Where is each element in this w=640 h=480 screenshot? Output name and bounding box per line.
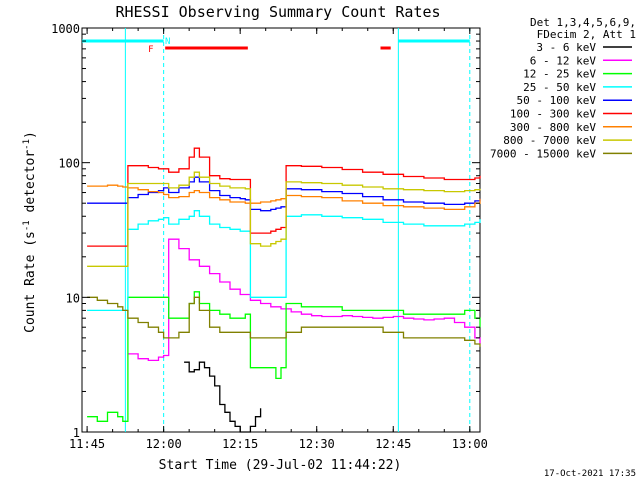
x-tick-label: 12:15 <box>222 437 258 451</box>
series-line <box>87 210 481 312</box>
y-tick-label: 1 <box>73 426 80 440</box>
legend-entry-label: 800 - 7000 keV <box>503 134 596 147</box>
legend-entry-label: 100 - 300 keV <box>510 108 596 121</box>
y-tick-label: 10 <box>66 291 80 305</box>
series-lines <box>87 147 481 433</box>
series-line <box>87 291 481 422</box>
y-axis-label-sup: -1 <box>22 220 32 231</box>
plot-border <box>81 27 481 433</box>
flag-label: F <box>148 45 153 55</box>
legend-entry-label: 12 - 25 keV <box>523 68 596 81</box>
series-line <box>87 184 481 211</box>
state-markers: FN <box>82 28 471 432</box>
chart-title: RHESSI Observing Summary Count Rates <box>115 3 440 21</box>
legend-header-line: FDecim 2, Att 1 <box>537 28 636 41</box>
y-axis-label-part: detector <box>23 150 38 221</box>
x-tick-label: 12:00 <box>146 437 182 451</box>
x-axis-label: Start Time (29-Jul-02 11:44:22) <box>159 458 402 473</box>
legend-entry-label: 7000 - 15000 keV <box>490 147 596 160</box>
series-line <box>87 176 481 212</box>
x-axis: 11:45 12:00 12:15 12:30 12:45 13:00 <box>69 28 488 451</box>
series-line <box>87 171 481 267</box>
legend-entry-label: 300 - 800 keV <box>510 121 596 134</box>
legend-entry-label: 3 - 6 keV <box>536 41 596 54</box>
y-axis-label-part: ) <box>23 131 38 139</box>
series-line <box>87 296 481 347</box>
y-axis: 1 10 100 1000 <box>51 22 480 440</box>
legend-entry-label: 6 - 12 keV <box>530 54 597 67</box>
x-tick-label: 12:45 <box>375 437 411 451</box>
y-axis-label-sup: -1 <box>22 139 32 150</box>
y-tick-label: 1000 <box>51 22 80 36</box>
plot-frame <box>81 27 481 433</box>
series-line <box>127 238 481 362</box>
legend-entry-label: 50 - 100 keV <box>517 94 597 107</box>
flag-label: N <box>165 37 170 47</box>
legend-entry-label: 25 - 50 keV <box>523 81 596 94</box>
x-tick-label: 12:30 <box>299 437 335 451</box>
series-line <box>87 147 481 247</box>
y-axis-label: Count Rate (s-1 detector-1) <box>22 131 38 333</box>
series-line <box>184 361 262 433</box>
legend-header-line: Det 1,3,4,5,6,9, <box>530 16 636 29</box>
footer-date: 17-Oct-2021 17:35 <box>544 469 636 479</box>
legend: Det 1,3,4,5,6,9, FDecim 2, Att 1 3 - 6 k… <box>490 16 636 160</box>
y-axis-label-part: Count Rate (s <box>23 231 38 333</box>
x-tick-label: 13:00 <box>452 437 488 451</box>
y-tick-label: 100 <box>58 157 80 171</box>
x-tick-label: 11:45 <box>69 437 105 451</box>
